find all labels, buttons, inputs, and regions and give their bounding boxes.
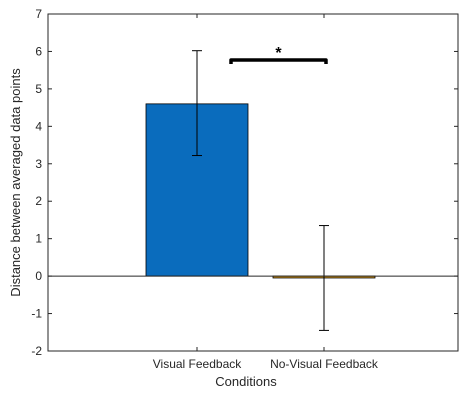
- significance-star: *: [275, 45, 282, 62]
- y-tick-label: 4: [35, 119, 42, 133]
- y-tick-label: 1: [35, 232, 42, 246]
- x-tick-label: Visual Feedback: [153, 357, 243, 371]
- x-axis-title: Conditions: [215, 374, 277, 389]
- x-tick-group: Visual Feedback No-Visual Feedback: [153, 14, 379, 371]
- y-tick-label: -1: [31, 307, 42, 321]
- y-tick-label: 7: [35, 7, 42, 21]
- y-tick-label: 5: [35, 82, 42, 96]
- plot-area: [48, 14, 458, 351]
- y-tick-label: 0: [35, 269, 42, 283]
- y-axis-title: Distance between averaged data points: [8, 68, 23, 297]
- y-tick-label: 2: [35, 194, 42, 208]
- y-tick-label: -2: [31, 344, 42, 358]
- y-tick-group: -2 -1 0 1 2 3 4 5 6 7: [31, 7, 458, 358]
- axes-box: [47, 13, 459, 352]
- significance-bracket: *: [229, 45, 328, 64]
- axes-group: [47, 13, 459, 352]
- x-tick-label: No-Visual Feedback: [270, 357, 379, 371]
- y-tick-label: 3: [35, 157, 42, 171]
- significance-line: [229, 58, 328, 64]
- error-bars-group: [192, 50, 329, 331]
- y-tick-label: 6: [35, 44, 42, 58]
